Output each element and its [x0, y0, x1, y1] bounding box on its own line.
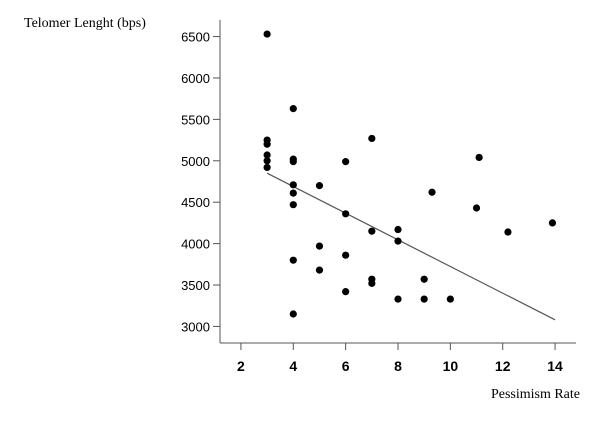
- data-point: [342, 158, 350, 166]
- data-point: [315, 266, 324, 274]
- data-point: [289, 181, 297, 189]
- trend-line-group: [266, 172, 556, 321]
- data-point: [394, 225, 402, 234]
- y-axis-ticks: 3000 3500 4000 4500 5000 5500 6000 6500: [181, 30, 220, 334]
- y-tick-label: 4500: [181, 195, 210, 210]
- data-point: [263, 30, 271, 38]
- data-point: [368, 134, 376, 143]
- x-tick-label: 14: [547, 358, 563, 374]
- x-tick-label: 12: [495, 358, 511, 374]
- data-point: [263, 151, 271, 159]
- y-tick-label: 4000: [181, 237, 210, 252]
- y-tick-label: 5000: [181, 154, 210, 169]
- data-point: [420, 295, 428, 303]
- x-tick-label: 8: [394, 358, 402, 374]
- x-tick-label: 6: [342, 358, 350, 374]
- y-tick-label: 6500: [181, 30, 210, 45]
- data-point: [394, 295, 402, 303]
- y-axis-label: Telomer Lenght (bps): [24, 16, 146, 31]
- data-point: [263, 157, 271, 165]
- x-tick-label: 2: [237, 358, 245, 374]
- x-axis-label: Pessimism Rate: [491, 387, 580, 402]
- y-tick-label: 3500: [181, 278, 210, 293]
- data-point: [342, 288, 350, 296]
- data-point: [289, 158, 297, 166]
- data-point: [428, 188, 436, 196]
- data-point: [263, 140, 271, 148]
- data-point: [368, 279, 376, 287]
- data-point: [289, 189, 297, 197]
- data-point: [472, 204, 481, 212]
- y-tick-label: 5500: [181, 112, 210, 127]
- x-tick-label: 4: [289, 358, 297, 374]
- data-points: [263, 30, 557, 318]
- data-point: [420, 275, 428, 283]
- data-point: [446, 295, 454, 303]
- data-point: [342, 251, 350, 259]
- x-axis-ticks: 2 4 6 8 10 12 14: [237, 343, 563, 374]
- data-point: [289, 105, 297, 113]
- data-point: [475, 153, 483, 162]
- y-tick-label: 6000: [181, 71, 210, 86]
- data-point: [342, 210, 350, 218]
- data-point: [315, 182, 324, 190]
- data-point: [315, 242, 324, 250]
- trend-line: [266, 172, 556, 321]
- data-point: [394, 237, 402, 245]
- data-point: [289, 256, 297, 264]
- data-point: [548, 219, 557, 227]
- data-point: [368, 227, 376, 235]
- data-point: [289, 310, 297, 318]
- data-point: [263, 163, 271, 172]
- x-tick-label: 10: [443, 358, 459, 374]
- data-point: [504, 228, 512, 236]
- y-tick-label: 3000: [181, 319, 210, 334]
- data-point: [289, 201, 297, 209]
